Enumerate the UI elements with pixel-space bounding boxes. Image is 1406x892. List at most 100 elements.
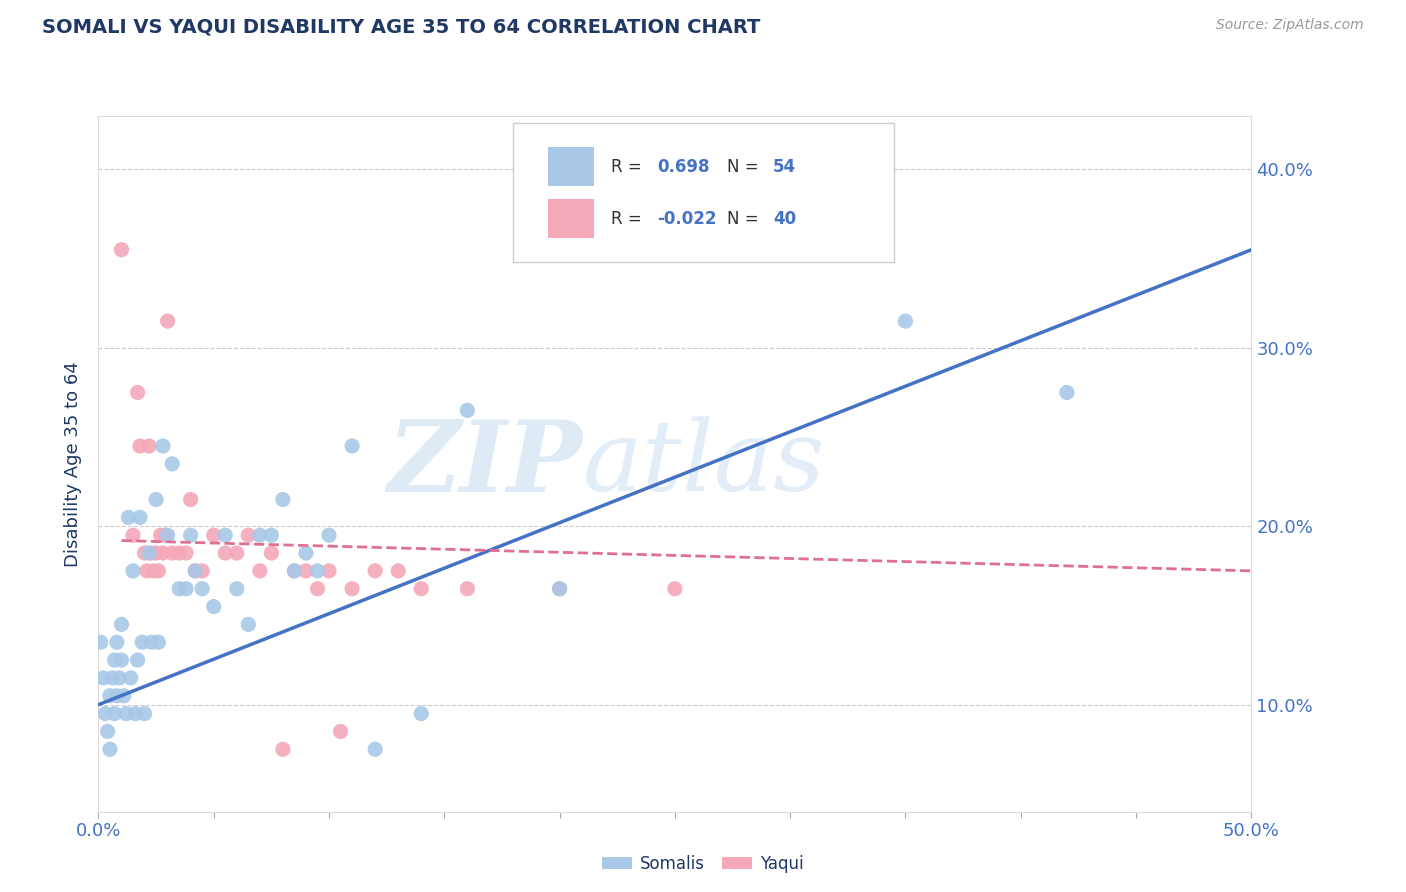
- Point: [167, 546, 190, 560]
- Point: [97, 724, 120, 739]
- Point: [238, 528, 260, 542]
- Point: [295, 546, 318, 560]
- Point: [307, 564, 329, 578]
- Point: [155, 528, 177, 542]
- Point: [260, 546, 283, 560]
- Point: [307, 582, 329, 596]
- Point: [148, 635, 170, 649]
- Point: [110, 617, 132, 632]
- Point: [548, 582, 571, 596]
- Point: [364, 564, 387, 578]
- Text: SOMALI VS YAQUI DISABILITY AGE 35 TO 64 CORRELATION CHART: SOMALI VS YAQUI DISABILITY AGE 35 TO 64 …: [42, 18, 761, 37]
- Point: [148, 564, 170, 578]
- Point: [387, 564, 409, 578]
- Point: [134, 706, 156, 721]
- Point: [271, 742, 294, 756]
- Y-axis label: Disability Age 35 to 64: Disability Age 35 to 64: [65, 361, 83, 566]
- Point: [98, 742, 121, 756]
- Point: [167, 582, 190, 596]
- Point: [160, 457, 183, 471]
- Point: [180, 528, 202, 542]
- Point: [318, 528, 340, 542]
- Point: [142, 564, 165, 578]
- Point: [156, 314, 179, 328]
- Point: [283, 564, 305, 578]
- Point: [135, 564, 157, 578]
- Point: [225, 582, 247, 596]
- Point: [110, 653, 132, 667]
- Point: [456, 403, 478, 417]
- Point: [191, 582, 214, 596]
- Point: [122, 564, 145, 578]
- Point: [110, 243, 132, 257]
- Point: [149, 528, 172, 542]
- Point: [238, 617, 260, 632]
- Point: [364, 742, 387, 756]
- Text: 54: 54: [773, 158, 796, 176]
- Point: [152, 546, 174, 560]
- Point: [295, 564, 318, 578]
- Text: -0.022: -0.022: [658, 210, 717, 228]
- Point: [105, 689, 128, 703]
- Point: [214, 528, 236, 542]
- Point: [152, 439, 174, 453]
- Point: [156, 528, 179, 542]
- Point: [131, 635, 153, 649]
- Point: [91, 671, 114, 685]
- Point: [202, 528, 225, 542]
- Point: [138, 439, 160, 453]
- Point: [340, 439, 363, 453]
- Point: [122, 528, 145, 542]
- Point: [101, 671, 124, 685]
- Point: [138, 546, 160, 560]
- Text: R =: R =: [612, 158, 643, 176]
- Point: [184, 564, 207, 578]
- Text: N =: N =: [727, 158, 758, 176]
- Point: [115, 706, 138, 721]
- Point: [202, 599, 225, 614]
- FancyBboxPatch shape: [548, 147, 595, 186]
- Point: [271, 492, 294, 507]
- Point: [129, 510, 152, 524]
- Point: [664, 582, 686, 596]
- Text: 0.698: 0.698: [658, 158, 710, 176]
- Point: [214, 546, 236, 560]
- Legend: Somalis, Yaqui: Somalis, Yaqui: [595, 848, 811, 880]
- Point: [184, 564, 207, 578]
- Point: [129, 439, 152, 453]
- Point: [174, 546, 197, 560]
- Point: [411, 706, 433, 721]
- Point: [249, 528, 271, 542]
- FancyBboxPatch shape: [548, 200, 595, 238]
- Text: atlas: atlas: [582, 417, 825, 511]
- Point: [145, 546, 167, 560]
- Point: [160, 546, 183, 560]
- Point: [329, 724, 352, 739]
- Point: [191, 564, 214, 578]
- Point: [1056, 385, 1078, 400]
- Point: [249, 564, 271, 578]
- Point: [283, 564, 305, 578]
- Point: [141, 546, 163, 560]
- Point: [117, 510, 139, 524]
- Point: [120, 671, 142, 685]
- Point: [145, 492, 167, 507]
- Point: [548, 582, 571, 596]
- Point: [124, 706, 146, 721]
- Point: [105, 635, 128, 649]
- Point: [174, 582, 197, 596]
- Point: [260, 528, 283, 542]
- FancyBboxPatch shape: [513, 123, 894, 262]
- Point: [411, 582, 433, 596]
- Point: [318, 564, 340, 578]
- Point: [180, 492, 202, 507]
- Point: [340, 582, 363, 596]
- Point: [90, 635, 112, 649]
- Point: [127, 653, 149, 667]
- Point: [225, 546, 247, 560]
- Point: [456, 582, 478, 596]
- Point: [108, 671, 131, 685]
- Point: [894, 314, 917, 328]
- Text: 40: 40: [773, 210, 796, 228]
- Text: R =: R =: [612, 210, 643, 228]
